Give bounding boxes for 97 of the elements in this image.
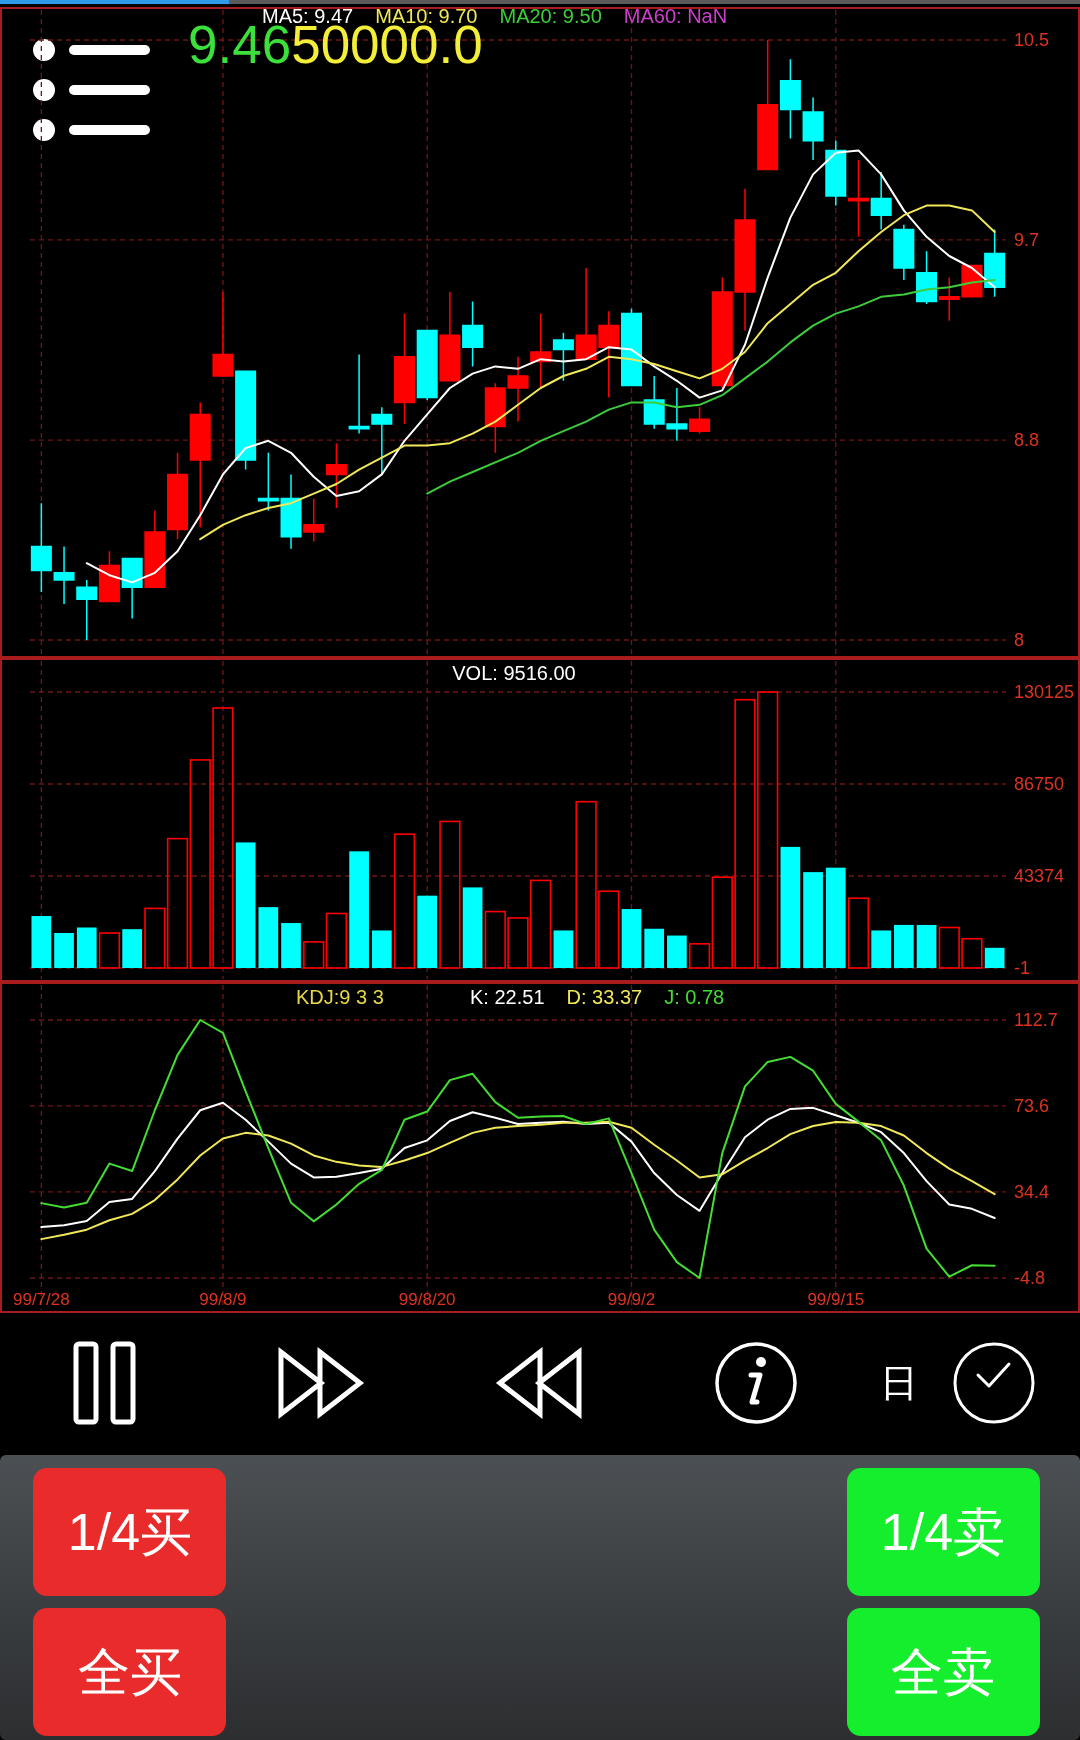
candlestick [30,502,52,593]
bar [76,927,97,968]
candlestick [552,332,574,382]
bar [847,897,870,969]
line-series [199,204,996,541]
x-tick-label: 99/7/28 [12,1289,70,1309]
y-tick-label: 8 [1014,630,1025,650]
line-series [426,279,996,495]
bar [258,907,279,968]
x-tick-label: 99/8/9 [199,1289,247,1309]
text: 全买 [78,1643,182,1701]
bar [371,930,392,968]
candlestick [757,39,779,171]
bar [325,912,348,969]
bar [98,932,121,969]
bar [439,820,461,969]
y-tick-label: 8.8 [1014,430,1040,451]
y-tick-label: -1 [1014,958,1031,978]
y-tick-label: 112.7 [1014,1010,1058,1030]
y-tick-label: 34.4 [1014,1181,1050,1202]
y-tick-label: 86750 [1014,774,1065,794]
candlestick [98,550,120,603]
candlestick [144,509,166,588]
candlestick [371,406,393,476]
bar [984,947,1005,968]
bar [916,924,937,968]
y-tick-label: 43374 [1014,866,1065,886]
y-tick-label: 73.6 [1014,1095,1050,1116]
candlestick [893,224,915,281]
candlestick [870,171,892,231]
line-series [40,1019,996,1279]
bar [553,930,574,968]
bar [144,907,166,969]
candlestick [303,497,325,543]
bar [871,930,892,968]
candlestick [76,579,98,641]
legend-label: MA60: NaN [623,5,728,27]
bar [281,923,301,968]
chart-title: VOL: 9516.00 [452,662,576,684]
candlestick [416,329,438,401]
text: D: 33.37 [566,986,643,1008]
candlestick [212,291,234,377]
candlestick [325,442,347,509]
candlestick [167,452,189,540]
x-tick-label: 99/9/15 [807,1289,865,1309]
candlestick [779,58,801,140]
line-series [40,1101,996,1229]
bar [54,933,74,968]
bar [894,924,914,968]
candlestick [439,291,461,382]
bar [803,872,823,968]
bar [780,846,801,968]
y-tick-label: 9.7 [1014,229,1040,250]
candlestick [620,308,642,387]
candlestick [825,140,847,207]
candlestick [257,452,279,512]
text: K: 22.51 [470,986,545,1008]
candlestick [121,557,143,620]
candlestick [235,370,257,471]
candlestick [348,353,370,435]
y-tick-label: 130125 [1014,682,1075,702]
bar [122,929,142,968]
bar [644,928,665,968]
bar [667,935,687,968]
candlestick [847,159,869,238]
bar [417,895,438,968]
bar [235,842,256,968]
text: J: 0.78 [664,986,725,1008]
bar [166,837,189,969]
bar [303,941,325,969]
y-tick-label: -4.8 [1014,1268,1046,1288]
line-series [85,149,996,584]
chart-title: KDJ:9 3 3 [296,986,384,1008]
x-tick-label: 99/9/2 [607,1289,656,1309]
text: 日 [880,1362,918,1404]
bar [31,916,52,968]
candlestick [916,250,938,305]
candlestick [189,401,211,528]
text: 1/4卖 [880,1503,1006,1561]
candlestick [462,300,484,368]
text: MA20: 9.50 [499,5,602,27]
y-tick-label: 10.5 [1014,30,1050,50]
bar [393,833,416,969]
candlestick [802,96,824,161]
bar [349,851,369,968]
bar [462,887,483,968]
bar [621,909,642,968]
bar [688,943,711,969]
text: 1/4买 [67,1503,193,1561]
bar [825,867,846,968]
candlestick [53,545,75,605]
line-series [40,1120,996,1241]
candlestick [689,406,711,435]
text: 全卖 [891,1643,995,1701]
candlestick [394,312,416,425]
candlestick [280,473,302,550]
x-tick-label: 99/8/20 [398,1289,456,1309]
